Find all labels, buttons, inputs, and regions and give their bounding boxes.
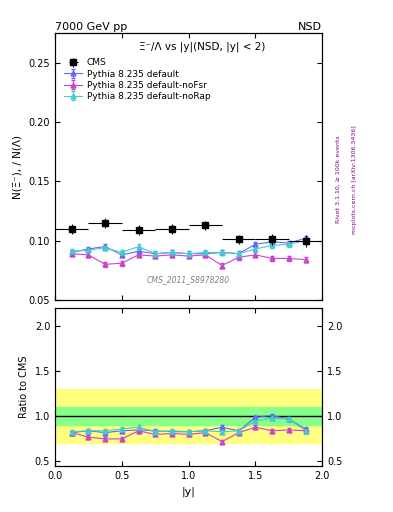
Bar [55, 408, 322, 425]
Text: Ξ⁻/Λ vs |y|(NSD, |y| < 2): Ξ⁻/Λ vs |y|(NSD, |y| < 2) [139, 41, 265, 52]
Text: NSD: NSD [298, 22, 322, 32]
Text: mcplots.cern.ch [arXiv:1306.3436]: mcplots.cern.ch [arXiv:1306.3436] [352, 125, 357, 233]
Text: CMS_2011_S8978280: CMS_2011_S8978280 [147, 275, 230, 284]
Text: 7000 GeV pp: 7000 GeV pp [55, 22, 127, 32]
Bar [55, 390, 322, 443]
Legend: CMS, Pythia 8.235 default, Pythia 8.235 default-noFsr, Pythia 8.235 default-noRa: CMS, Pythia 8.235 default, Pythia 8.235 … [62, 56, 212, 103]
Y-axis label: N(Ξ⁻), / N(Λ): N(Ξ⁻), / N(Λ) [13, 135, 23, 199]
Y-axis label: Ratio to CMS: Ratio to CMS [19, 356, 29, 418]
Text: Rivet 3.1.10, ≥ 100k events: Rivet 3.1.10, ≥ 100k events [336, 135, 341, 223]
X-axis label: |y|: |y| [182, 486, 196, 497]
